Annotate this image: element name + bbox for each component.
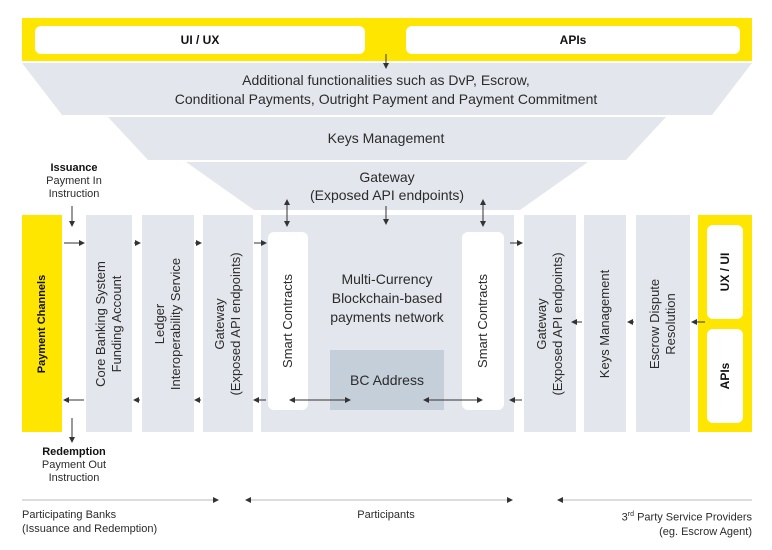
issuance-title: Issuance bbox=[50, 162, 98, 174]
bc-address-label: BC Address bbox=[350, 372, 424, 388]
apis-right-box: APIs bbox=[707, 329, 743, 423]
footer-banks: Participating Banks (Issuance and Redemp… bbox=[22, 508, 222, 536]
redemption-label: Redemption Payment Out Instruction bbox=[26, 446, 122, 485]
redemption-line2: Instruction bbox=[48, 472, 100, 484]
ui-ux-top-box: UI / UX bbox=[35, 26, 365, 54]
funnel-layer-keys bbox=[108, 117, 666, 160]
network-title: Multi-Currency Blockchain-based payments… bbox=[314, 268, 460, 328]
funnel-layer-functionalities bbox=[22, 63, 752, 115]
redemption-title: Redemption bbox=[42, 446, 106, 458]
keys-management-column: Keys Management bbox=[584, 215, 626, 432]
payment-channels-column: Payment Channels bbox=[22, 215, 62, 432]
issuance-line2: Instruction bbox=[48, 188, 100, 200]
apis-top-label: APIs bbox=[559, 33, 587, 47]
gateway-top-line2: (Exposed API endpoints) bbox=[309, 187, 465, 203]
footer-third-party: 3rd Party Service Providers (eg. Escrow … bbox=[560, 508, 752, 539]
footer-third-party-line1: 3rd Party Service Providers bbox=[560, 508, 752, 525]
network-title-line2: Blockchain-based bbox=[331, 289, 443, 306]
footer-third-party-prefix: 3 bbox=[621, 511, 628, 524]
funnel-layer-gateway bbox=[186, 162, 588, 210]
network-title-line3: payments network bbox=[330, 308, 444, 325]
core-banking-column: Core Banking System Funding Account bbox=[86, 215, 132, 432]
functionalities-text: Additional functionalities such as DvP, … bbox=[80, 70, 692, 110]
footer-banks-line1: Participating Banks bbox=[22, 509, 117, 521]
gateway-left-column: Gateway (Exposed API endpoints) bbox=[203, 215, 253, 432]
ui-ux-top-label: UI / UX bbox=[180, 33, 220, 47]
functionalities-line2: Conditional Payments, Outright Payment a… bbox=[174, 91, 598, 107]
gateway-top-line1: Gateway bbox=[359, 169, 415, 185]
gateway-right-column: Gateway (Exposed API endpoints) bbox=[524, 215, 576, 432]
ledger-column: Ledger Interoperability Service bbox=[142, 215, 194, 432]
ux-ui-right-box: UX / UI bbox=[707, 225, 743, 319]
keys-management-top-label: Keys Management bbox=[327, 130, 445, 146]
redemption-line1: Payment Out bbox=[41, 459, 107, 471]
network-title-line1: Multi-Currency bbox=[341, 270, 433, 287]
footer-third-party-rest: Party Service Providers bbox=[634, 511, 752, 524]
footer-third-party-sup: rd bbox=[627, 511, 635, 518]
footer-third-party-line2: (eg. Escrow Agent) bbox=[659, 525, 752, 538]
footer-participants-label: Participants bbox=[357, 509, 415, 521]
smart-contracts-left-box: Smart Contracts bbox=[268, 232, 308, 410]
footer-participants: Participants bbox=[300, 508, 472, 522]
smart-contracts-right-box: Smart Contracts bbox=[462, 232, 504, 410]
apis-top-box: APIs bbox=[406, 26, 740, 54]
issuance-line1: Payment In bbox=[46, 175, 102, 187]
gateway-top: Gateway (Exposed API endpoints) bbox=[260, 168, 514, 204]
functionalities-line1: Additional functionalities such as DvP, … bbox=[242, 72, 530, 88]
keys-management-top: Keys Management bbox=[200, 128, 572, 148]
escrow-column: Escrow Dispute Resolution bbox=[636, 215, 690, 432]
issuance-label: Issuance Payment In Instruction bbox=[30, 162, 118, 201]
footer-banks-line2: (Issuance and Redemption) bbox=[22, 523, 158, 535]
